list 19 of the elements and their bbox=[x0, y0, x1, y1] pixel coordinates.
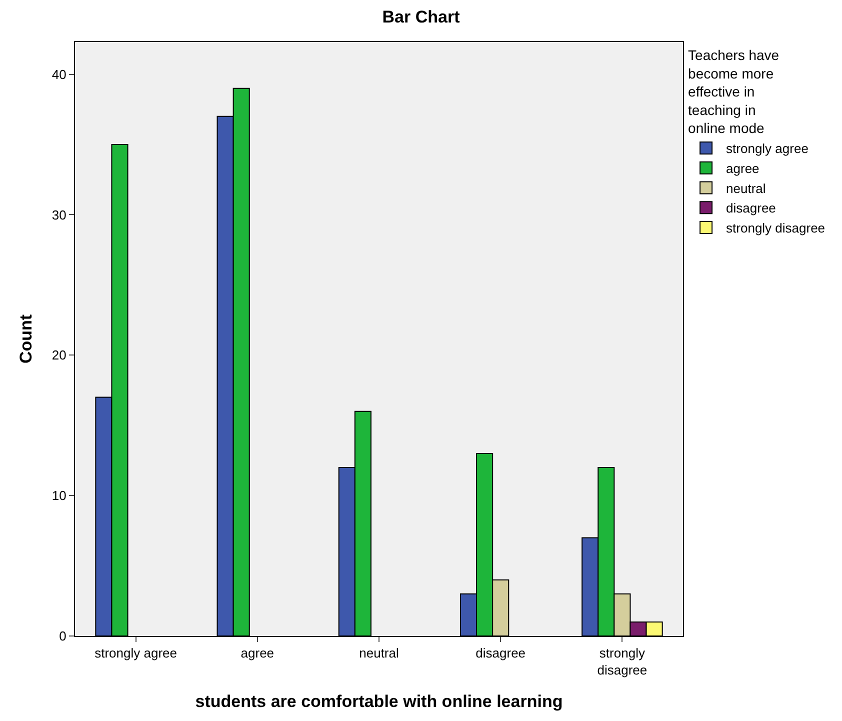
x-axis-title: students are comfortable with online learning bbox=[195, 692, 563, 711]
x-tick-label: disagree bbox=[476, 646, 526, 661]
legend-label: neutral bbox=[726, 180, 766, 196]
y-tick-label: 20 bbox=[52, 348, 66, 363]
x-tick-label: strongly agree bbox=[94, 646, 177, 661]
legend-label: strongly disagree bbox=[726, 220, 826, 236]
y-tick-label: 40 bbox=[52, 66, 66, 82]
y-axis-title: Count bbox=[16, 314, 36, 364]
legend-title: Teachers have become more effective in teaching in online mode bbox=[688, 47, 780, 136]
legend-label: agree bbox=[726, 160, 760, 176]
x-tick-label: agree bbox=[240, 646, 274, 661]
legend-label: disagree bbox=[726, 200, 776, 216]
y-tick-label: 10 bbox=[52, 488, 66, 504]
x-tick-label: neutral bbox=[359, 646, 399, 661]
chart-title: Bar Chart bbox=[382, 8, 460, 27]
y-tick-label: 0 bbox=[59, 628, 66, 644]
x-tick-label: strongly disagree bbox=[597, 646, 648, 678]
y-tick-label: 30 bbox=[52, 207, 66, 222]
legend-label: strongly agree bbox=[726, 141, 808, 156]
